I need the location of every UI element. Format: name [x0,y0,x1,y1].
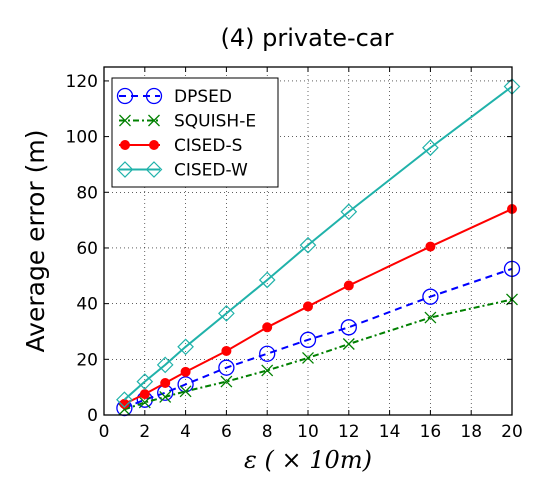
x-tick-label: 0 [99,422,110,442]
series-line [124,298,513,411]
x-tick-label: 8 [262,422,273,442]
data-point [262,322,273,333]
series-line [123,85,513,401]
data-point [136,373,154,390]
data-point [342,338,355,350]
x-tick-label: 20 [501,422,523,442]
data-point [422,288,439,305]
data-point [259,345,276,362]
chart-title: (4) private-car [221,24,394,52]
legend-item: CISED-S [119,136,242,156]
legend-item: DPSED [116,87,232,107]
legend-marker [120,140,130,150]
series-squish-e [118,293,518,416]
legend-marker [149,140,159,150]
data-point [258,271,276,289]
data-point [177,338,194,356]
data-point [218,359,235,376]
series-cised-s [119,203,517,409]
y-tick-label: 40 [76,295,98,315]
legend-label: DPSED [174,87,232,107]
series-group [116,78,521,417]
x-tick-label: 4 [180,422,191,442]
y-axis-label: Average error (m) [21,130,50,353]
y-tick-label: 0 [87,406,98,426]
data-point [179,385,192,398]
x-tick-label: 2 [139,422,150,442]
series-line [123,208,513,405]
data-point [425,241,436,252]
tick-labels: 0 2 4 6 8 10 12 14 16 18 20 0 20 40 60 80 100 120 [66,72,523,442]
legend-marker [145,161,163,178]
y-tick-label: 80 [76,183,98,203]
series-line [124,267,513,409]
data-point [261,364,274,377]
data-point [180,366,191,377]
x-tick-label: 12 [338,422,360,442]
data-point [424,311,437,324]
x-axis-label: ε ( × 10m) [244,446,372,474]
legend: DPSED SQUISH-E CISED-S CISED-W [111,77,279,188]
data-point [299,331,317,348]
legend-marker [116,87,134,105]
legend-item: CISED-W [116,161,248,181]
data-point [159,390,172,403]
y-tick-label: 20 [76,350,98,370]
legend-marker [148,114,160,127]
x-tick-label: 16 [420,422,442,442]
y-tick-label: 100 [66,128,98,148]
series-cised-w [116,78,521,409]
legend-label: CISED-W [174,161,248,181]
data-point [422,139,439,157]
data-point [221,345,232,356]
legend-label: CISED-S [174,136,242,156]
data-point [340,203,358,221]
data-point [302,351,314,364]
legend-label: SQUISH-E [174,112,256,132]
data-point [116,391,133,409]
ticks [103,67,513,416]
data-point [218,305,235,322]
data-point [343,280,354,291]
data-point [220,375,233,388]
legend-marker [145,87,163,105]
x-tick-label: 10 [297,422,319,442]
data-point [138,396,151,409]
legend-marker [119,114,131,127]
data-point [156,356,174,374]
data-point [340,319,357,336]
x-tick-label: 18 [460,422,482,442]
legend-marker [116,161,134,178]
y-tick-label: 120 [66,72,98,92]
data-point [303,301,313,312]
data-point [299,236,317,254]
x-tick-label: 6 [221,422,232,442]
data-point [160,377,171,388]
data-point [139,389,150,400]
y-tick-label: 60 [76,239,98,259]
x-tick-label: 14 [379,422,401,442]
legend-item: SQUISH-E [119,112,256,132]
